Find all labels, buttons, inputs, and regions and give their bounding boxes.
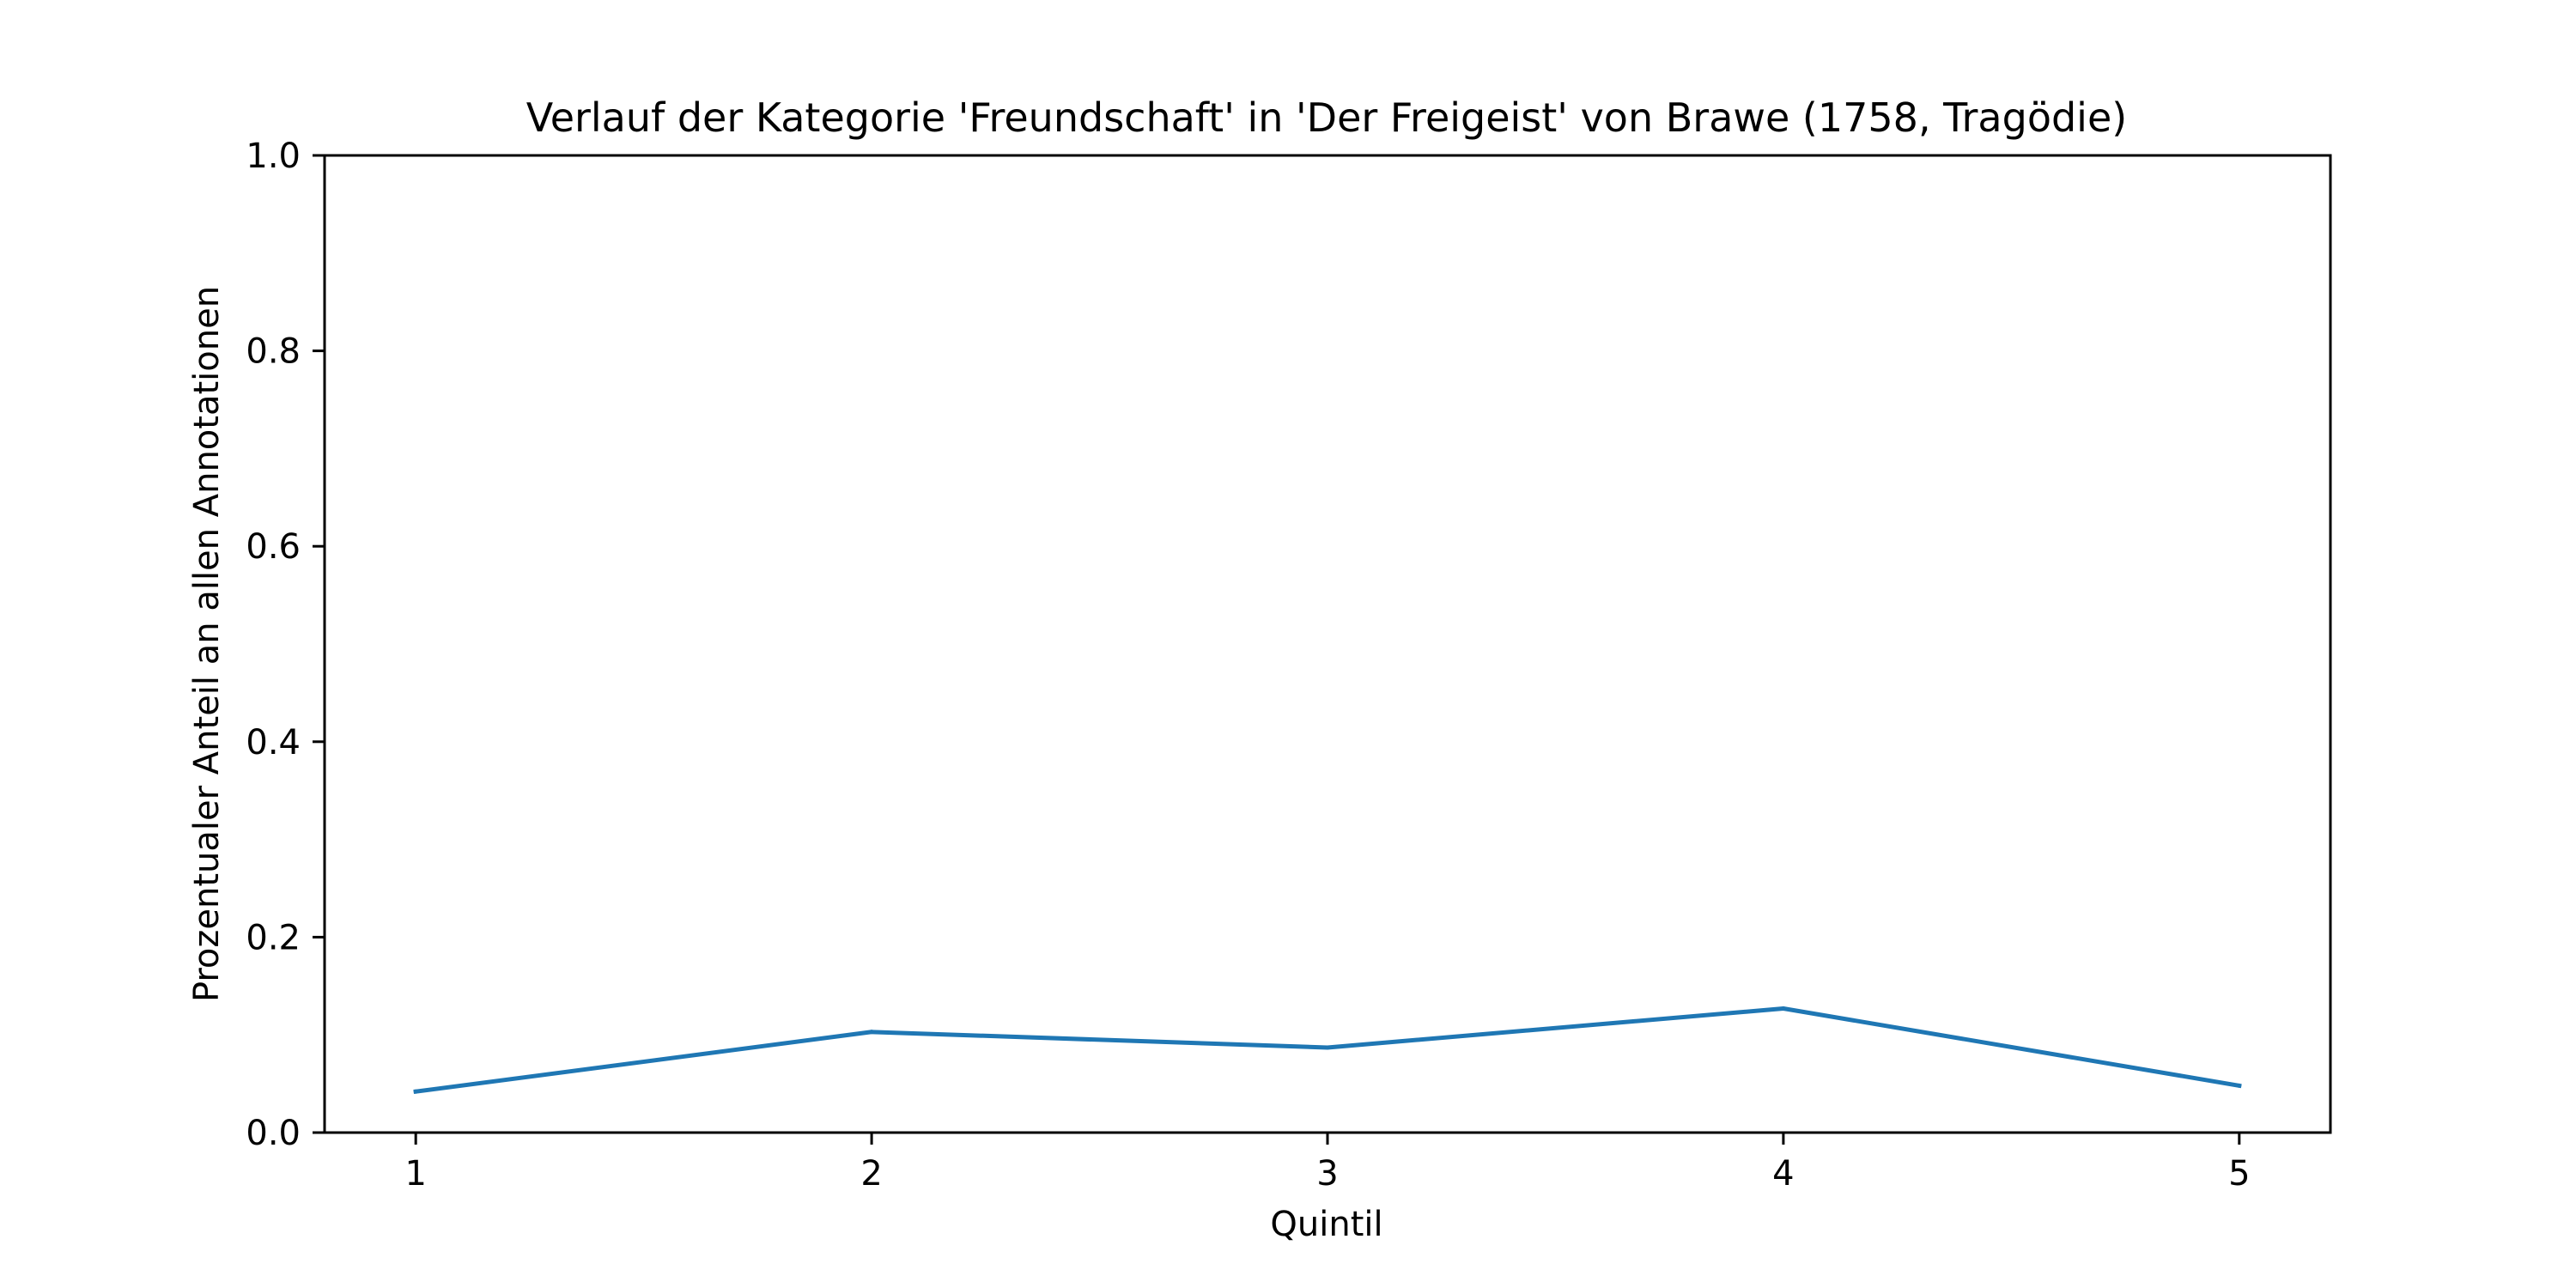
y-tick-label: 0.0	[246, 1114, 301, 1153]
x-tick-label: 5	[2228, 1154, 2250, 1194]
chart-title: Verlauf der Kategorie 'Freundschaft' in …	[526, 94, 2127, 141]
y-axis-ticks: 0.0 0.2 0.4 0.6 0.8 1.0	[246, 137, 325, 1153]
y-axis-label: Prozentualer Anteil an allen Annotatione…	[187, 286, 227, 1002]
x-tick-label: 2	[860, 1154, 882, 1194]
x-tick-label: 4	[1772, 1154, 1794, 1194]
y-tick-label: 0.6	[246, 527, 301, 567]
y-tick-label: 0.4	[246, 723, 301, 762]
y-tick-label: 0.8	[246, 332, 301, 372]
y-tick-label: 0.2	[246, 918, 301, 957]
data-point	[1325, 1045, 1330, 1050]
data-point	[1781, 1005, 1786, 1011]
x-tick-label: 3	[1316, 1154, 1338, 1194]
plot-area: 1 2 3 4 5 0.0 0.2 0.4 0.6 0.8 1.0	[246, 137, 2332, 1194]
x-axis-ticks: 1 2 3 4 5	[404, 1133, 2251, 1194]
data-point	[413, 1089, 418, 1094]
x-axis-label: Quintil	[1270, 1205, 1382, 1244]
data-point	[869, 1030, 874, 1035]
data-point	[2237, 1083, 2242, 1088]
series-layer	[413, 1005, 2242, 1095]
x-tick-label: 1	[404, 1154, 426, 1194]
y-tick-label: 1.0	[246, 137, 301, 176]
